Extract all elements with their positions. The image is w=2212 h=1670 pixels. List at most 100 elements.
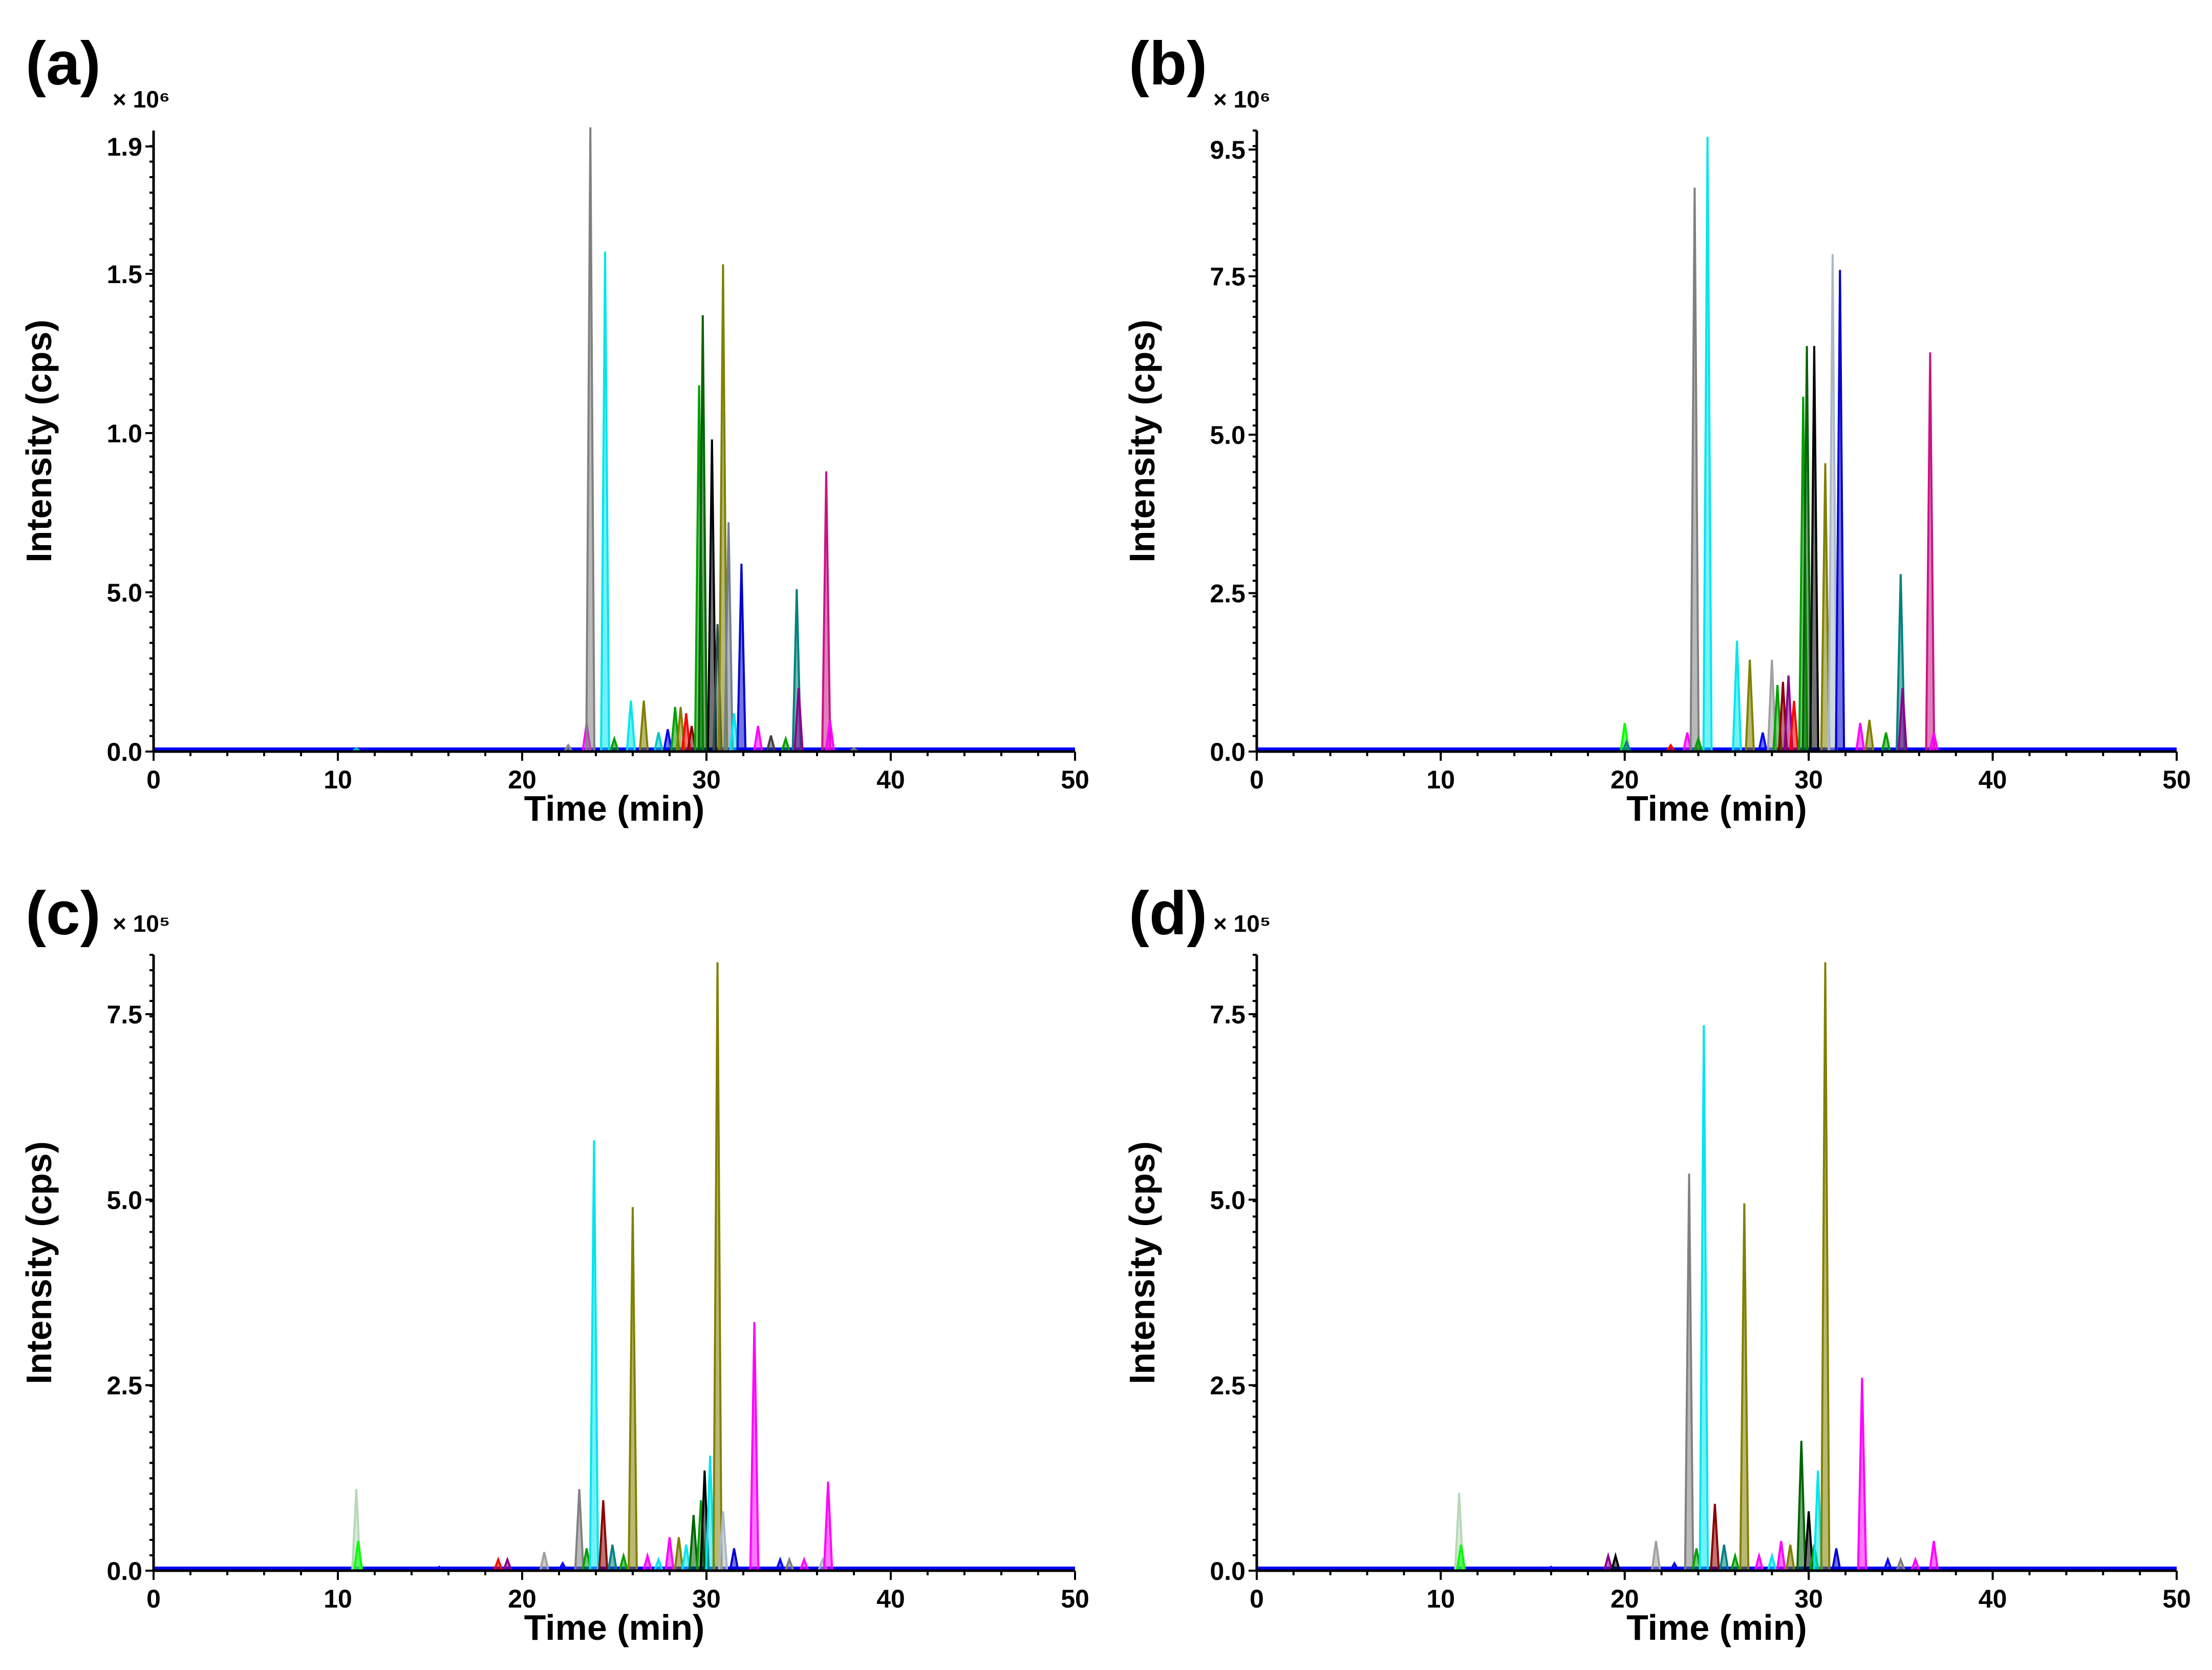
peak-19 — [1827, 254, 1838, 753]
x-tick-label: 30 — [1794, 765, 1823, 794]
peak-26 — [749, 1322, 760, 1572]
x-tick-label: 50 — [2162, 765, 2191, 794]
peak-24 — [1857, 1378, 1867, 1572]
peak-23 — [765, 735, 777, 753]
peak-16 — [664, 1537, 675, 1572]
y-axis-title: Intensity (cps) — [19, 319, 59, 563]
peak-23 — [1880, 732, 1892, 753]
peak-6 — [626, 700, 636, 753]
y-tick-label: 9.5 — [1210, 136, 1245, 164]
y-tick-label: 0.0 — [1210, 738, 1245, 766]
panel-d: (d) × 10⁵ 0 10 20 30 40 50 0.0 2.5 5.0 7.5 Time (min… — [1122, 879, 2191, 1647]
peak-9 — [589, 1140, 599, 1572]
y-tick-label: 5.0 — [106, 1186, 142, 1214]
x-tick-label: 20 — [508, 765, 536, 794]
peak-27 — [821, 471, 831, 753]
peak-15 — [1766, 1552, 1777, 1572]
panel-label: (d) — [1129, 879, 1207, 948]
panel-label: (a) — [26, 29, 101, 98]
x-axis-title: Time (min) — [524, 1608, 705, 1647]
peak-7 — [638, 700, 649, 753]
y-tick-label: 2.5 — [106, 1372, 142, 1400]
peak-3 — [1602, 1552, 1614, 1572]
x-tick-label: 10 — [324, 1585, 352, 1613]
peak-3 — [585, 127, 596, 753]
x-tick-label: 40 — [876, 1585, 905, 1613]
x-tick-label: 40 — [876, 765, 905, 794]
peak-18 — [1796, 1441, 1807, 1572]
y-tick-label: 7.5 — [1210, 1000, 1245, 1029]
y-tick-label: 1.5 — [106, 260, 142, 289]
peak-24 — [780, 735, 791, 753]
x-tick-label: 30 — [692, 1585, 721, 1613]
peak-27 — [775, 1556, 786, 1572]
x-tick-label: 50 — [1061, 1585, 1089, 1613]
y-tick-label: 2.5 — [1210, 1372, 1245, 1400]
peak-26 — [1925, 352, 1936, 753]
x-tick-label: 10 — [1427, 1585, 1455, 1613]
x-tick-label: 0 — [146, 1585, 161, 1613]
peak-12 — [618, 1552, 629, 1572]
peak-22 — [1864, 719, 1875, 753]
peak-12 — [1729, 1552, 1741, 1572]
peak-7 — [1684, 1173, 1694, 1572]
peak-13 — [628, 1207, 638, 1572]
x-tick-label: 40 — [1979, 1585, 2007, 1613]
peak-4 — [1610, 1552, 1621, 1572]
peak-29 — [799, 1556, 810, 1572]
x-tick-label: 10 — [324, 765, 352, 794]
peak-3 — [492, 1556, 504, 1572]
x-tick-label: 30 — [1794, 1585, 1823, 1613]
peak-4 — [502, 1556, 513, 1572]
peak-23 — [712, 962, 723, 1572]
peak-5 — [609, 735, 620, 753]
peak-16 — [1776, 1540, 1787, 1572]
peak-14 — [642, 1552, 653, 1572]
y-tick-label: 0.0 — [1210, 1557, 1245, 1586]
x-axis-title: Time (min) — [1626, 1608, 1807, 1647]
x-tick-label: 20 — [1610, 1585, 1639, 1613]
peak-21 — [1855, 723, 1866, 753]
peak-17 — [673, 1537, 684, 1572]
y-tick-label: 5.0 — [1210, 1186, 1245, 1214]
peak-28 — [784, 1556, 795, 1572]
peak-15 — [697, 315, 708, 753]
x-axis-title: Time (min) — [524, 788, 705, 828]
peak-6 — [1702, 137, 1713, 753]
y-tick-label: 0.0 — [106, 1557, 142, 1586]
y-tick-label: 0.0 — [106, 738, 142, 766]
peak-8 — [1745, 659, 1755, 753]
peak-14 — [1753, 1552, 1765, 1572]
peak-9 — [1757, 732, 1768, 753]
y-scale-label: × 10⁶ — [1213, 86, 1271, 113]
peak-17 — [1809, 346, 1819, 753]
peak-22 — [753, 725, 764, 753]
x-tick-label: 0 — [1250, 765, 1264, 794]
y-scale-label: × 10⁵ — [1213, 910, 1271, 937]
peak-7 — [1732, 640, 1743, 753]
y-tick-label: 1.0 — [106, 419, 142, 448]
y-axis-title: Intensity (cps) — [19, 1141, 59, 1384]
y-tick-label: 5.0 — [106, 579, 142, 607]
peak-31 — [823, 1481, 833, 1572]
y-scale-label: × 10⁶ — [113, 86, 170, 113]
y-tick-label: 7.5 — [1210, 263, 1245, 291]
x-axis-title: Time (min) — [1626, 788, 1807, 828]
peak-7 — [574, 1489, 585, 1572]
peak-10 — [1709, 1504, 1720, 1572]
x-tick-label: 0 — [146, 765, 161, 794]
peak-22 — [1820, 962, 1831, 1572]
panel-label: (c) — [26, 879, 101, 948]
x-tick-label: 20 — [508, 1585, 536, 1613]
peak-8 — [653, 732, 664, 753]
y-tick-label: 5.0 — [1210, 421, 1245, 449]
x-tick-label: 0 — [1250, 1585, 1264, 1613]
peak-15 — [653, 1556, 664, 1572]
peak-11 — [1719, 1544, 1730, 1572]
peak-23 — [1831, 1548, 1842, 1572]
panel-b: (b)× 10⁶ 0 10 20 30 40 50 0.0 2.5 5.0 7.5 9.5 Time (… — [1122, 29, 2191, 828]
peak-13 — [1739, 1203, 1750, 1572]
panel-a: (a) × 10⁶ 0 10 20 30 40 50 0.0 5.0 1.0 1.5 1.9 Time (… — [19, 29, 1089, 828]
peak-28 — [1928, 1540, 1939, 1572]
